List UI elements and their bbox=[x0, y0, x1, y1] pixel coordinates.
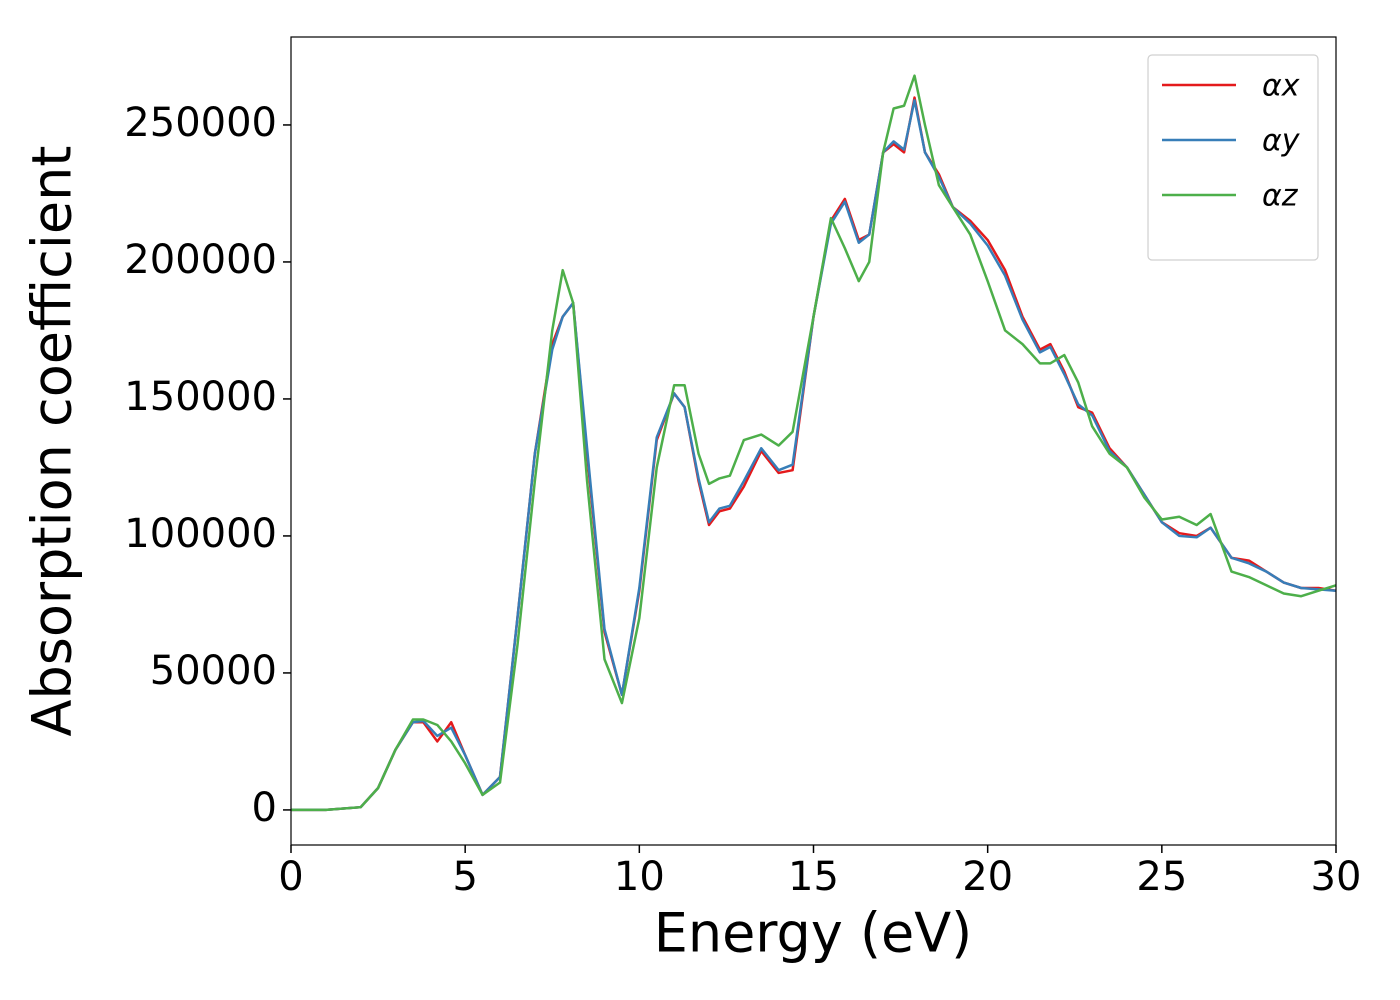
x-tick-label: 30 bbox=[1311, 854, 1362, 900]
legend-label: αz bbox=[1262, 179, 1299, 214]
x-tick-label: 5 bbox=[452, 854, 477, 900]
y-tick-label: 0 bbox=[252, 785, 277, 831]
legend-label: αx bbox=[1262, 69, 1300, 104]
x-tick-label: 10 bbox=[614, 854, 665, 900]
y-tick-label: 200000 bbox=[124, 237, 277, 283]
x-tick-label: 0 bbox=[278, 854, 303, 900]
y-tick-label: 100000 bbox=[124, 511, 277, 557]
series-line bbox=[291, 74, 1337, 812]
y-tick-label: 150000 bbox=[124, 374, 277, 420]
y-tick-label: 250000 bbox=[124, 100, 277, 146]
x-axis-title: Energy (eV) bbox=[654, 902, 973, 965]
x-tick-label: 20 bbox=[962, 854, 1013, 900]
legend-box bbox=[1147, 54, 1319, 261]
legend-label: αy bbox=[1262, 124, 1301, 159]
y-tick-label: 50000 bbox=[150, 648, 277, 694]
plot-frame bbox=[290, 36, 1337, 846]
x-tick-label: 25 bbox=[1136, 854, 1187, 900]
y-axis-title: Absorption coefficient bbox=[21, 146, 84, 737]
x-tick-label: 15 bbox=[788, 854, 839, 900]
